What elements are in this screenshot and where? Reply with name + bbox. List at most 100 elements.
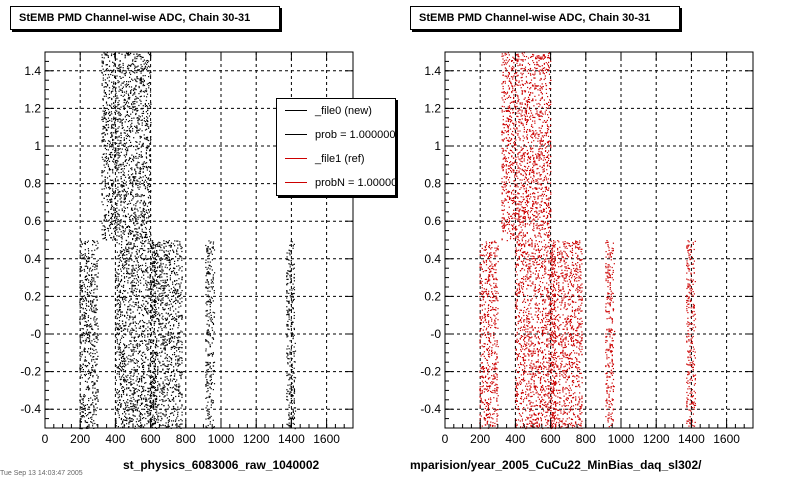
data-point <box>97 334 99 336</box>
data-point <box>124 304 126 306</box>
data-point <box>101 201 103 203</box>
data-point <box>133 101 135 103</box>
data-point <box>128 354 130 357</box>
data-point <box>92 385 94 387</box>
data-point <box>134 409 136 411</box>
data-point <box>161 285 163 287</box>
data-point <box>136 376 138 378</box>
data-point <box>115 90 117 93</box>
data-point <box>206 332 208 334</box>
data-point <box>85 256 88 258</box>
data-point <box>120 204 122 206</box>
data-point <box>139 169 141 171</box>
data-point <box>120 176 122 178</box>
data-point <box>153 250 156 252</box>
data-point <box>144 203 147 205</box>
data-point <box>84 365 86 367</box>
data-point <box>147 313 149 315</box>
data-point <box>130 124 132 126</box>
data-point <box>129 226 131 228</box>
data-point <box>154 260 156 262</box>
data-point <box>88 301 90 303</box>
data-point <box>160 274 162 276</box>
data-point <box>175 290 177 292</box>
data-point <box>286 284 288 286</box>
data-point <box>132 176 134 178</box>
data-point <box>118 304 121 306</box>
data-point <box>116 235 118 237</box>
data-point <box>132 59 134 61</box>
data-point <box>205 374 207 376</box>
data-point <box>149 149 151 151</box>
data-point <box>106 194 108 197</box>
data-point <box>112 71 114 73</box>
data-point <box>146 125 149 127</box>
data-point <box>113 209 115 211</box>
data-point <box>84 249 86 251</box>
data-point <box>90 348 92 350</box>
data-point <box>166 304 168 306</box>
data-point <box>150 71 152 73</box>
data-point <box>93 319 95 321</box>
data-point <box>143 134 145 136</box>
data-point <box>137 234 139 236</box>
data-point <box>289 361 291 363</box>
data-point <box>130 298 132 300</box>
data-point <box>111 205 114 207</box>
data-point <box>83 360 86 362</box>
data-point <box>141 144 143 146</box>
data-point <box>118 67 120 70</box>
data-point <box>174 280 176 282</box>
data-point <box>141 212 143 214</box>
data-point <box>155 389 157 391</box>
data-point <box>154 310 156 312</box>
data-point <box>120 296 123 298</box>
data-point <box>212 322 214 324</box>
data-point <box>107 149 109 151</box>
data-point <box>118 323 120 325</box>
data-point <box>148 211 151 213</box>
data-point <box>112 184 114 186</box>
data-point <box>94 321 96 323</box>
data-point <box>84 312 86 314</box>
data-point <box>208 413 210 415</box>
data-point <box>166 257 168 259</box>
data-point <box>210 415 212 417</box>
data-point <box>84 395 86 397</box>
data-point <box>150 402 152 404</box>
data-point <box>130 91 132 93</box>
data-point <box>103 86 105 88</box>
data-point <box>130 384 132 386</box>
data-point <box>114 227 116 229</box>
data-point <box>144 424 146 426</box>
data-point <box>146 83 148 85</box>
data-point <box>134 69 136 71</box>
data-point <box>126 312 128 314</box>
data-point <box>157 313 159 316</box>
data-point <box>116 67 118 69</box>
data-point <box>162 285 164 287</box>
data-point <box>118 376 121 378</box>
data-point <box>160 303 162 305</box>
data-point <box>137 200 139 202</box>
data-point <box>81 297 83 299</box>
data-point <box>166 317 168 319</box>
data-point <box>104 144 106 147</box>
data-point <box>136 410 139 412</box>
data-point <box>138 265 140 267</box>
data-point <box>104 217 106 219</box>
data-point <box>164 425 166 427</box>
data-point <box>117 145 119 147</box>
data-point <box>79 268 81 270</box>
data-point <box>97 328 99 330</box>
data-point <box>131 89 133 91</box>
data-point <box>212 365 214 367</box>
data-point <box>211 382 213 384</box>
data-point <box>111 131 113 134</box>
data-point <box>139 183 141 185</box>
data-point <box>146 145 148 147</box>
data-point <box>112 139 114 142</box>
data-point <box>209 396 211 398</box>
data-point <box>123 105 125 107</box>
data-point <box>152 353 154 355</box>
